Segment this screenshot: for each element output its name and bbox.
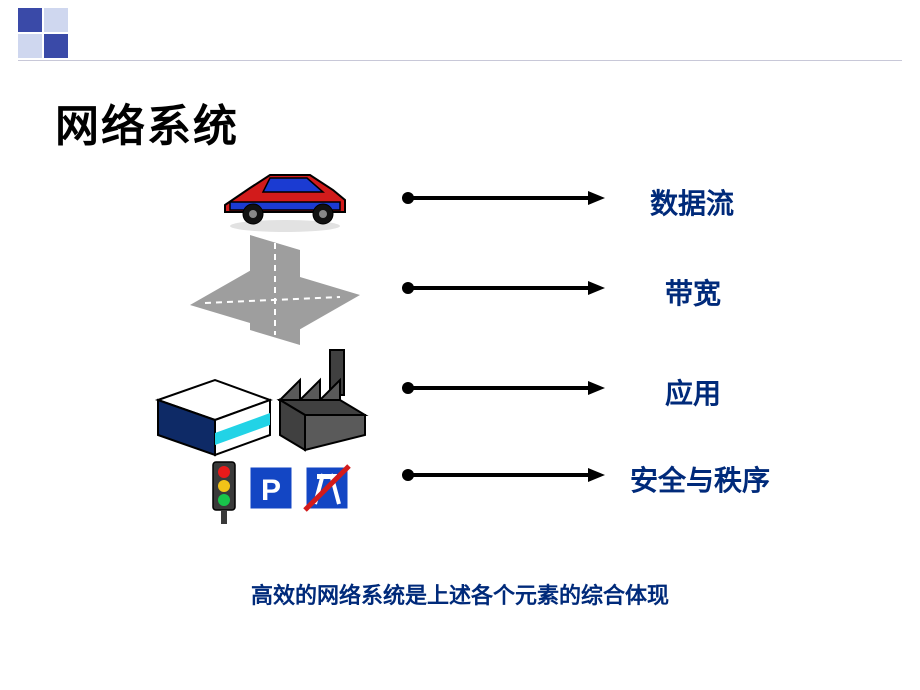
traffic-signs-icon: P: [205, 460, 365, 525]
arrow-r3: [400, 378, 610, 398]
corner-decoration: [0, 0, 170, 58]
svg-text:P: P: [261, 474, 281, 507]
label-security: 安全与秩序: [630, 459, 770, 499]
label-data-flow: 数据流: [650, 182, 734, 222]
arrow-r4: [400, 465, 610, 485]
label-application: 应用: [665, 372, 721, 412]
slide: 网络系统: [0, 0, 920, 690]
label-bandwidth: 带宽: [665, 272, 721, 312]
arrow-r2: [400, 278, 610, 298]
arrow-r1: [400, 188, 610, 208]
slide-title: 网络系统: [55, 90, 239, 154]
header-rule: [18, 60, 902, 61]
slide-caption: 高效的网络系统是上述各个元素的综合体现: [0, 578, 920, 610]
car-icon: [215, 160, 355, 235]
intersection-icon: [190, 235, 360, 345]
buildings-icon: [150, 345, 380, 460]
